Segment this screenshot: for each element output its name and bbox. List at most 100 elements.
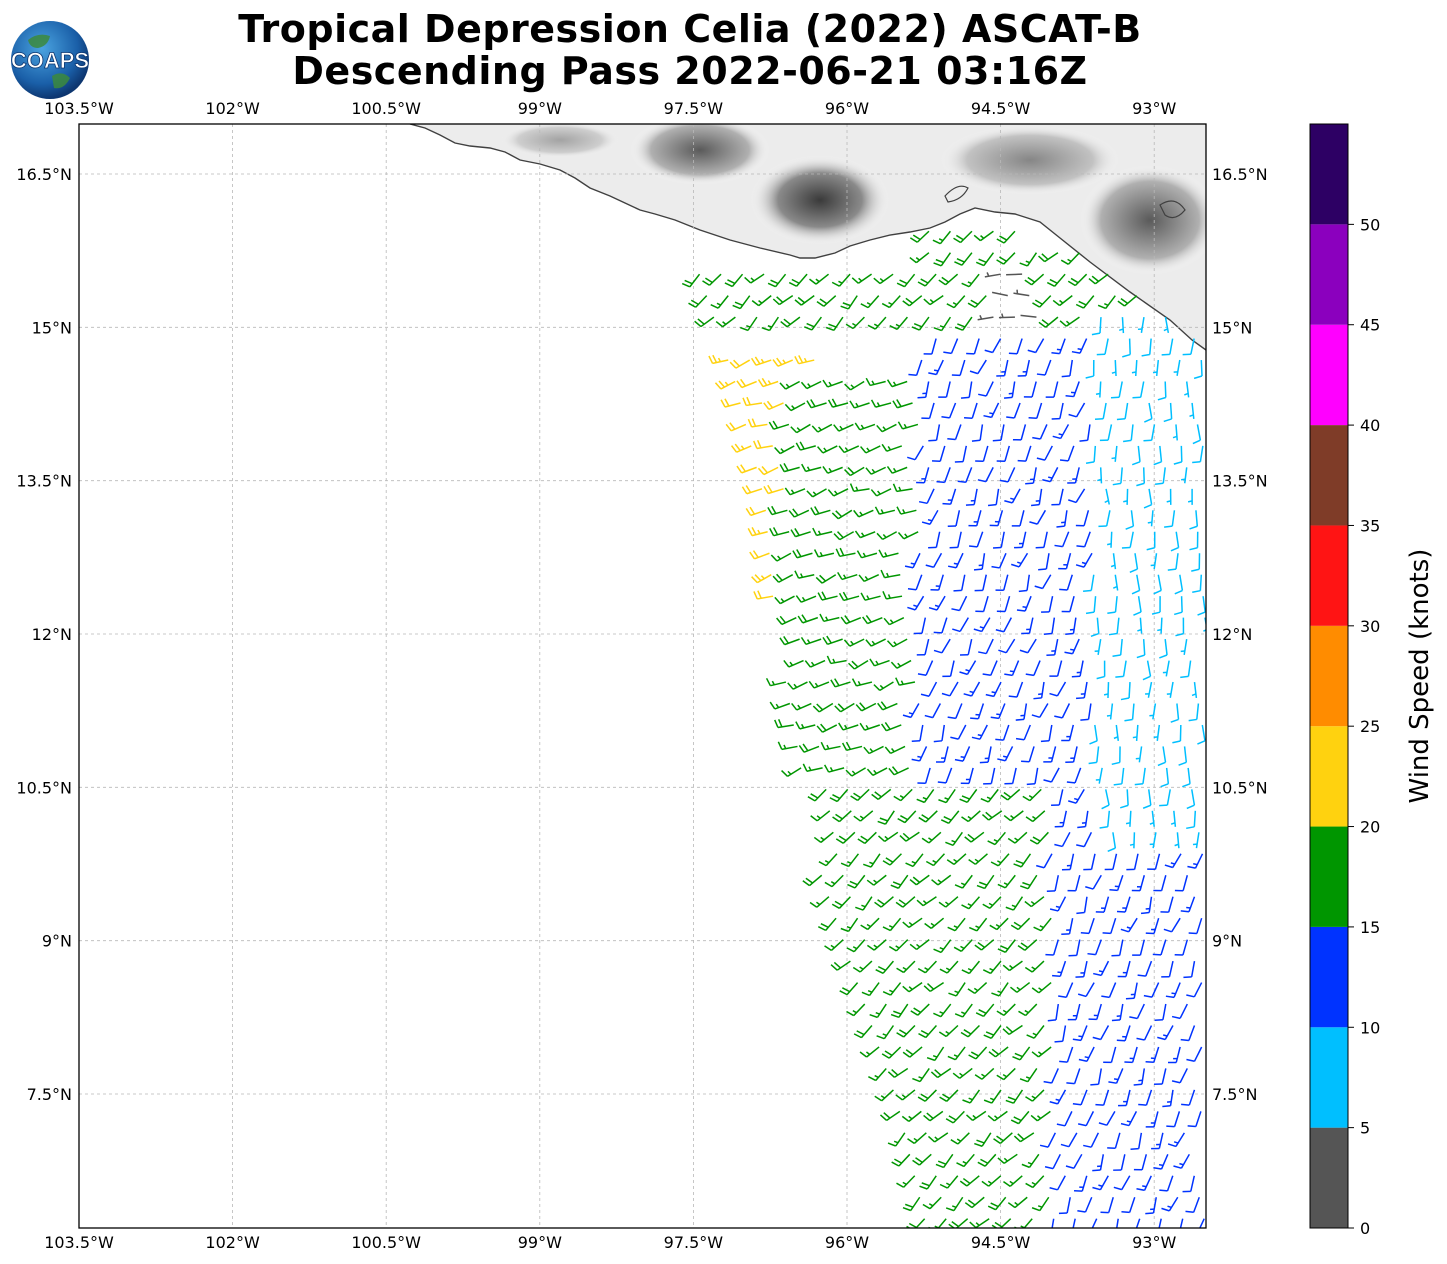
wind-barb bbox=[960, 1024, 980, 1038]
colorbar-tick-label: 35 bbox=[1360, 516, 1380, 535]
wind-barb bbox=[1099, 424, 1113, 442]
wind-barb bbox=[1061, 595, 1075, 613]
wind-barb bbox=[933, 939, 952, 954]
wind-barb bbox=[938, 381, 951, 398]
wind-barb bbox=[1120, 789, 1129, 809]
lat-tick-label-right: 7.5°N bbox=[1212, 1085, 1257, 1104]
wind-barb bbox=[895, 896, 916, 908]
mountains-guerrero bbox=[630, 124, 770, 185]
wind-barb bbox=[1181, 467, 1188, 484]
colorbar-bin bbox=[1310, 525, 1348, 626]
wind-barb bbox=[809, 896, 830, 908]
wind-barb bbox=[1131, 445, 1141, 466]
wind-barb bbox=[1167, 1132, 1186, 1148]
wind-barb bbox=[917, 960, 937, 974]
wind-barb bbox=[916, 638, 930, 656]
wind-barb bbox=[1024, 273, 1045, 286]
wind-barb bbox=[742, 396, 763, 407]
wind-barb bbox=[902, 917, 923, 929]
wind-barb bbox=[820, 741, 841, 751]
wind-barb bbox=[812, 527, 833, 537]
wind-barb bbox=[827, 398, 849, 408]
wind-barb bbox=[984, 272, 1001, 278]
wind-barb bbox=[983, 767, 996, 785]
wind-barb bbox=[926, 1046, 945, 1062]
wind-barb bbox=[715, 316, 736, 328]
wind-barb bbox=[822, 465, 843, 474]
wind-barb bbox=[1107, 1132, 1121, 1149]
wind-barb bbox=[1192, 424, 1202, 445]
wind-barb bbox=[1106, 531, 1113, 548]
wind-barb bbox=[963, 402, 978, 419]
wind-barb bbox=[1111, 939, 1124, 957]
wind-barb bbox=[977, 467, 994, 483]
wind-barb bbox=[777, 741, 798, 751]
wind-barb bbox=[787, 681, 808, 690]
wind-barb bbox=[1013, 853, 1032, 868]
wind-barb bbox=[1182, 338, 1195, 356]
wind-barb bbox=[1095, 1089, 1110, 1106]
wind-barb bbox=[1075, 960, 1088, 978]
wind-barb bbox=[947, 424, 962, 441]
wind-barb bbox=[866, 874, 887, 886]
wind-barb bbox=[1005, 896, 1024, 911]
wind-barb bbox=[774, 445, 795, 455]
wind-barb bbox=[880, 722, 902, 732]
wind-barb bbox=[1187, 853, 1204, 869]
wind-barb bbox=[923, 295, 944, 306]
wind-barb bbox=[747, 418, 768, 428]
wind-barb bbox=[975, 1003, 995, 1018]
wind-barb bbox=[853, 509, 874, 518]
wind-barb bbox=[843, 638, 865, 647]
wind-barb bbox=[1095, 767, 1103, 784]
wind-barb bbox=[1147, 853, 1161, 871]
wind-barb bbox=[840, 853, 860, 868]
wind-barb bbox=[888, 766, 909, 776]
wind-barb bbox=[1131, 574, 1141, 595]
wind-barb bbox=[1173, 359, 1181, 376]
wind-barb bbox=[1016, 595, 1032, 612]
lon-tick-label-top: 96°W bbox=[825, 99, 869, 118]
wind-barb bbox=[867, 316, 887, 330]
wind-barb bbox=[1171, 1003, 1188, 1020]
wind-barb bbox=[983, 1025, 1002, 1039]
wind-barb bbox=[745, 506, 767, 517]
wind-barb bbox=[1116, 402, 1129, 421]
wind-barb bbox=[1125, 510, 1135, 530]
wind-barb bbox=[1034, 574, 1052, 590]
wind-barb bbox=[772, 573, 794, 583]
wind-barb bbox=[809, 273, 830, 285]
wind-barb bbox=[860, 295, 880, 309]
wind-barb bbox=[1110, 381, 1123, 399]
wind-barb bbox=[1065, 1153, 1083, 1169]
wind-barb bbox=[942, 660, 955, 678]
wind-barb bbox=[982, 960, 1002, 975]
wind-barb bbox=[1026, 767, 1039, 786]
wind-barb bbox=[839, 982, 859, 996]
wind-barb bbox=[1051, 338, 1066, 355]
wind-barb bbox=[1000, 788, 1021, 801]
wind-barb bbox=[708, 354, 729, 365]
wind-barb bbox=[947, 552, 964, 569]
wind-barb bbox=[1004, 488, 1021, 504]
wind-barb bbox=[954, 445, 968, 463]
wind-barb bbox=[781, 767, 802, 777]
wind-barb bbox=[810, 810, 831, 822]
wind-barb bbox=[804, 659, 826, 668]
lon-tick-label-bottom: 102°W bbox=[205, 1233, 260, 1252]
lon-tick-label-bottom: 103.5°W bbox=[44, 1233, 114, 1252]
wind-barb bbox=[912, 1068, 930, 1083]
wind-barb bbox=[811, 423, 833, 433]
wind-barb bbox=[1015, 724, 1031, 741]
wind-barb bbox=[1004, 660, 1020, 677]
wind-barb bbox=[830, 960, 851, 971]
wind-barb bbox=[1032, 295, 1052, 308]
wind-barb bbox=[882, 591, 903, 600]
wind-barb bbox=[1118, 1089, 1131, 1107]
lake-outline bbox=[1159, 200, 1186, 219]
wind-barb bbox=[907, 595, 925, 611]
wind-barb bbox=[1027, 338, 1045, 354]
wind-barb bbox=[1104, 853, 1118, 871]
wind-barb bbox=[1116, 1218, 1119, 1228]
wind-barb bbox=[1076, 831, 1093, 848]
